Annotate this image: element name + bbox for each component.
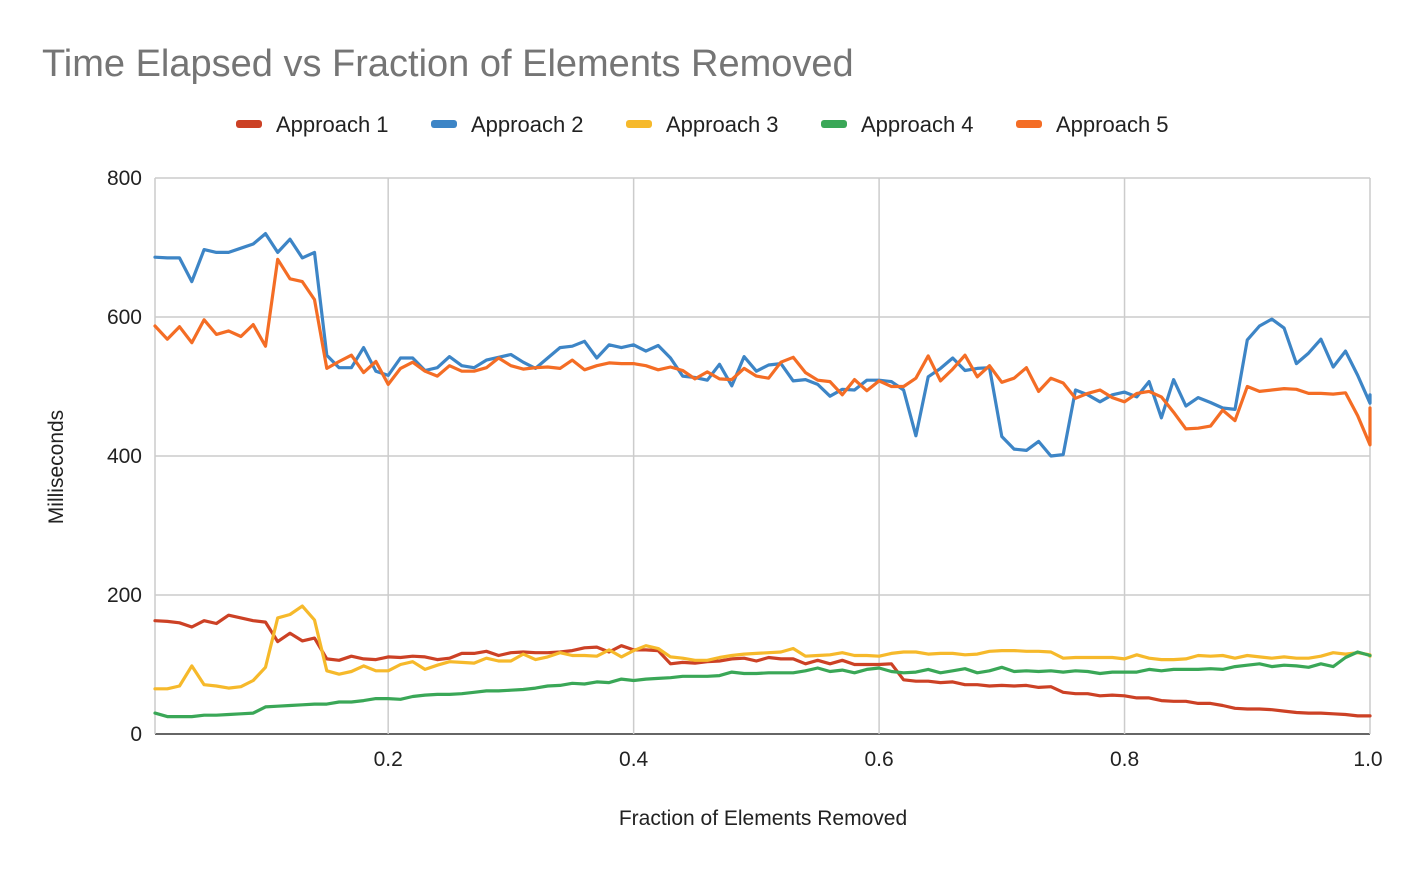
series-line-approach-4 bbox=[153, 650, 1372, 719]
x-axis-ticks: 0.2 0.4 0.6 0.8 1.0 bbox=[374, 748, 1383, 771]
x-tick-label: 1.0 bbox=[1353, 748, 1382, 771]
legend-item: Approach 1 bbox=[236, 112, 389, 137]
y-axis-label: Milliseconds bbox=[45, 410, 68, 524]
series-line-approach-5 bbox=[153, 257, 1372, 447]
series-line-approach-1 bbox=[153, 613, 1372, 718]
series-line-approach-2 bbox=[153, 232, 1372, 458]
series-lines bbox=[153, 232, 1372, 719]
legend-label: Approach 1 bbox=[276, 112, 389, 137]
y-tick-label: 600 bbox=[107, 306, 142, 329]
x-axis-label: Fraction of Elements Removed bbox=[619, 807, 907, 830]
legend-swatch bbox=[236, 120, 262, 128]
x-tick-label: 0.8 bbox=[1110, 748, 1139, 771]
chart-title: Time Elapsed vs Fraction of Elements Rem… bbox=[42, 43, 854, 85]
legend-swatch bbox=[626, 120, 652, 128]
series-line-approach-3 bbox=[153, 604, 1372, 691]
legend-item: Approach 3 bbox=[626, 112, 779, 137]
legend-label: Approach 5 bbox=[1056, 112, 1169, 137]
legend-item: Approach 5 bbox=[1016, 112, 1169, 137]
legend-label: Approach 2 bbox=[471, 112, 584, 137]
x-tick-label: 0.2 bbox=[374, 748, 403, 771]
y-tick-label: 800 bbox=[107, 167, 142, 190]
legend-label: Approach 4 bbox=[861, 112, 974, 137]
gridlines bbox=[154, 177, 1371, 735]
legend-swatch bbox=[1016, 120, 1042, 128]
legend-item: Approach 2 bbox=[431, 112, 584, 137]
y-tick-label: 200 bbox=[107, 584, 142, 607]
legend-item: Approach 4 bbox=[821, 112, 974, 137]
y-tick-label: 400 bbox=[107, 445, 142, 468]
x-tick-label: 0.4 bbox=[619, 748, 649, 771]
x-tick-label: 0.6 bbox=[864, 748, 893, 771]
legend-label: Approach 3 bbox=[666, 112, 779, 137]
legend-swatch bbox=[431, 120, 457, 128]
legend-swatch bbox=[821, 120, 847, 128]
y-axis-ticks: 0 200 400 600 800 bbox=[107, 167, 142, 746]
y-tick-label: 0 bbox=[130, 723, 142, 746]
legend: Approach 1 Approach 2 Approach 3 Approach 4… bbox=[236, 112, 1169, 137]
